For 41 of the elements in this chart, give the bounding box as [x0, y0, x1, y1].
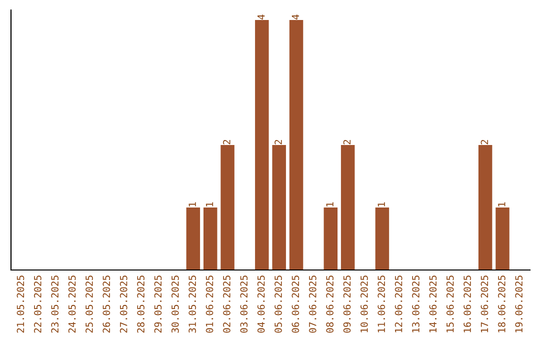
x-tick-label: 23.05.2025: [51, 276, 59, 333]
data-label: 1: [378, 202, 385, 206]
x-tick-label: 25.05.2025: [86, 276, 93, 333]
x-tick-label: 30.05.2025: [171, 276, 179, 333]
x-tick-label: 14.06.2025: [429, 276, 437, 332]
data-label: 1: [498, 202, 506, 206]
x-tick-label: 26.05.2025: [102, 276, 110, 333]
x-tick-label: 31.05.2025: [188, 276, 196, 333]
x-tick-label: 01.06.2025: [206, 276, 214, 333]
x-tick-label: 10.06.2025: [360, 276, 368, 332]
x-tick-label: 12.06.2025: [394, 276, 402, 332]
data-label: 2: [274, 140, 282, 144]
data-label: 4: [258, 14, 265, 20]
x-tick-label: 03.06.2025: [240, 276, 248, 333]
x-tick-label: 16.06.2025: [464, 276, 471, 332]
x-tick-label: 17.06.2025: [480, 276, 488, 332]
x-tick-label: 28.05.2025: [137, 276, 144, 333]
x-tick-label: 08.06.2025: [326, 276, 334, 333]
x-tick-label: 06.06.2025: [292, 276, 300, 333]
x-tick-label: 18.06.2025: [498, 276, 506, 332]
x-tick-label: 05.06.2025: [274, 276, 282, 333]
data-label: 2: [343, 140, 351, 144]
data-label: 2: [223, 140, 230, 144]
x-tick-label: 29.05.2025: [154, 276, 162, 333]
x-tick-label: 11.06.2025: [378, 276, 386, 332]
x-tick-label: 24.05.2025: [68, 276, 76, 333]
data-label: 4: [292, 14, 299, 20]
data-label: 1: [206, 202, 214, 206]
x-tick-label: 07.06.2025: [308, 276, 316, 333]
x-tick-label: 19.06.2025: [515, 276, 523, 332]
x-tick-label: 13.06.2025: [412, 276, 420, 332]
x-tick-label: 09.06.2025: [343, 276, 351, 333]
data-label: 1: [326, 202, 334, 206]
data-label: 2: [480, 140, 488, 144]
data-label: 1: [188, 202, 196, 206]
x-tick-label: 22.05.2025: [34, 276, 42, 333]
x-tick-label: 04.06.2025: [257, 276, 265, 333]
x-tick-label: 02.06.2025: [223, 276, 230, 333]
x-tick-label: 21.05.2025: [16, 276, 24, 333]
x-tick-label: 15.06.2025: [446, 276, 454, 332]
x-tick-label: 27.05.2025: [120, 276, 128, 333]
